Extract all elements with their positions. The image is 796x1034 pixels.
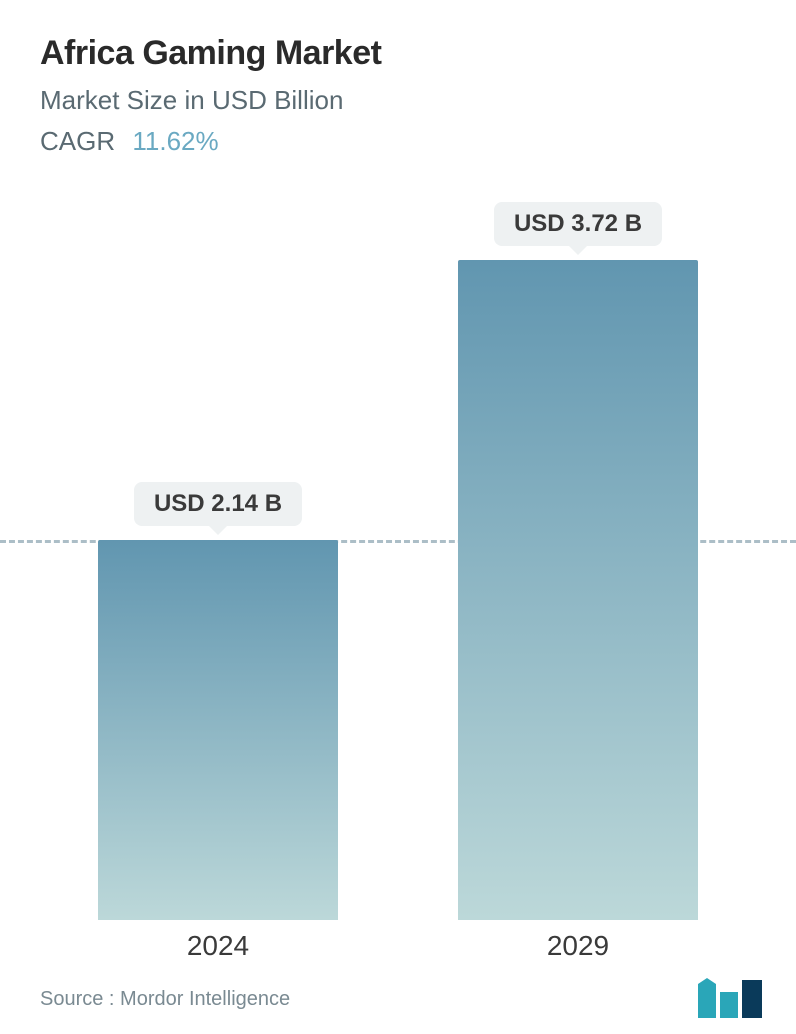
header: Africa Gaming Market Market Size in USD … — [0, 0, 796, 157]
chart-area: USD 2.14 B USD 3.72 B — [0, 200, 796, 920]
x-axis-label: 2024 — [98, 930, 338, 962]
brand-logo-icon — [696, 978, 766, 1020]
value-pill: USD 3.72 B — [494, 202, 662, 246]
bars-container: USD 2.14 B USD 3.72 B — [0, 200, 796, 920]
x-axis-labels: 2024 2029 — [0, 930, 796, 962]
bar-group: USD 3.72 B — [458, 202, 698, 920]
cagr-value: 11.62% — [132, 126, 218, 156]
source-text: Source : Mordor Intelligence — [40, 988, 290, 1011]
value-pill: USD 2.14 B — [134, 482, 302, 526]
cagr-row: CAGR 11.62% — [40, 126, 756, 157]
bar — [98, 540, 338, 920]
bar-group: USD 2.14 B — [98, 482, 338, 920]
cagr-label: CAGR — [40, 126, 115, 156]
chart-subtitle: Market Size in USD Billion — [40, 85, 756, 116]
footer: Source : Mordor Intelligence — [40, 978, 766, 1020]
bar — [458, 260, 698, 920]
x-axis-label: 2029 — [458, 930, 698, 962]
chart-title: Africa Gaming Market — [40, 34, 756, 73]
